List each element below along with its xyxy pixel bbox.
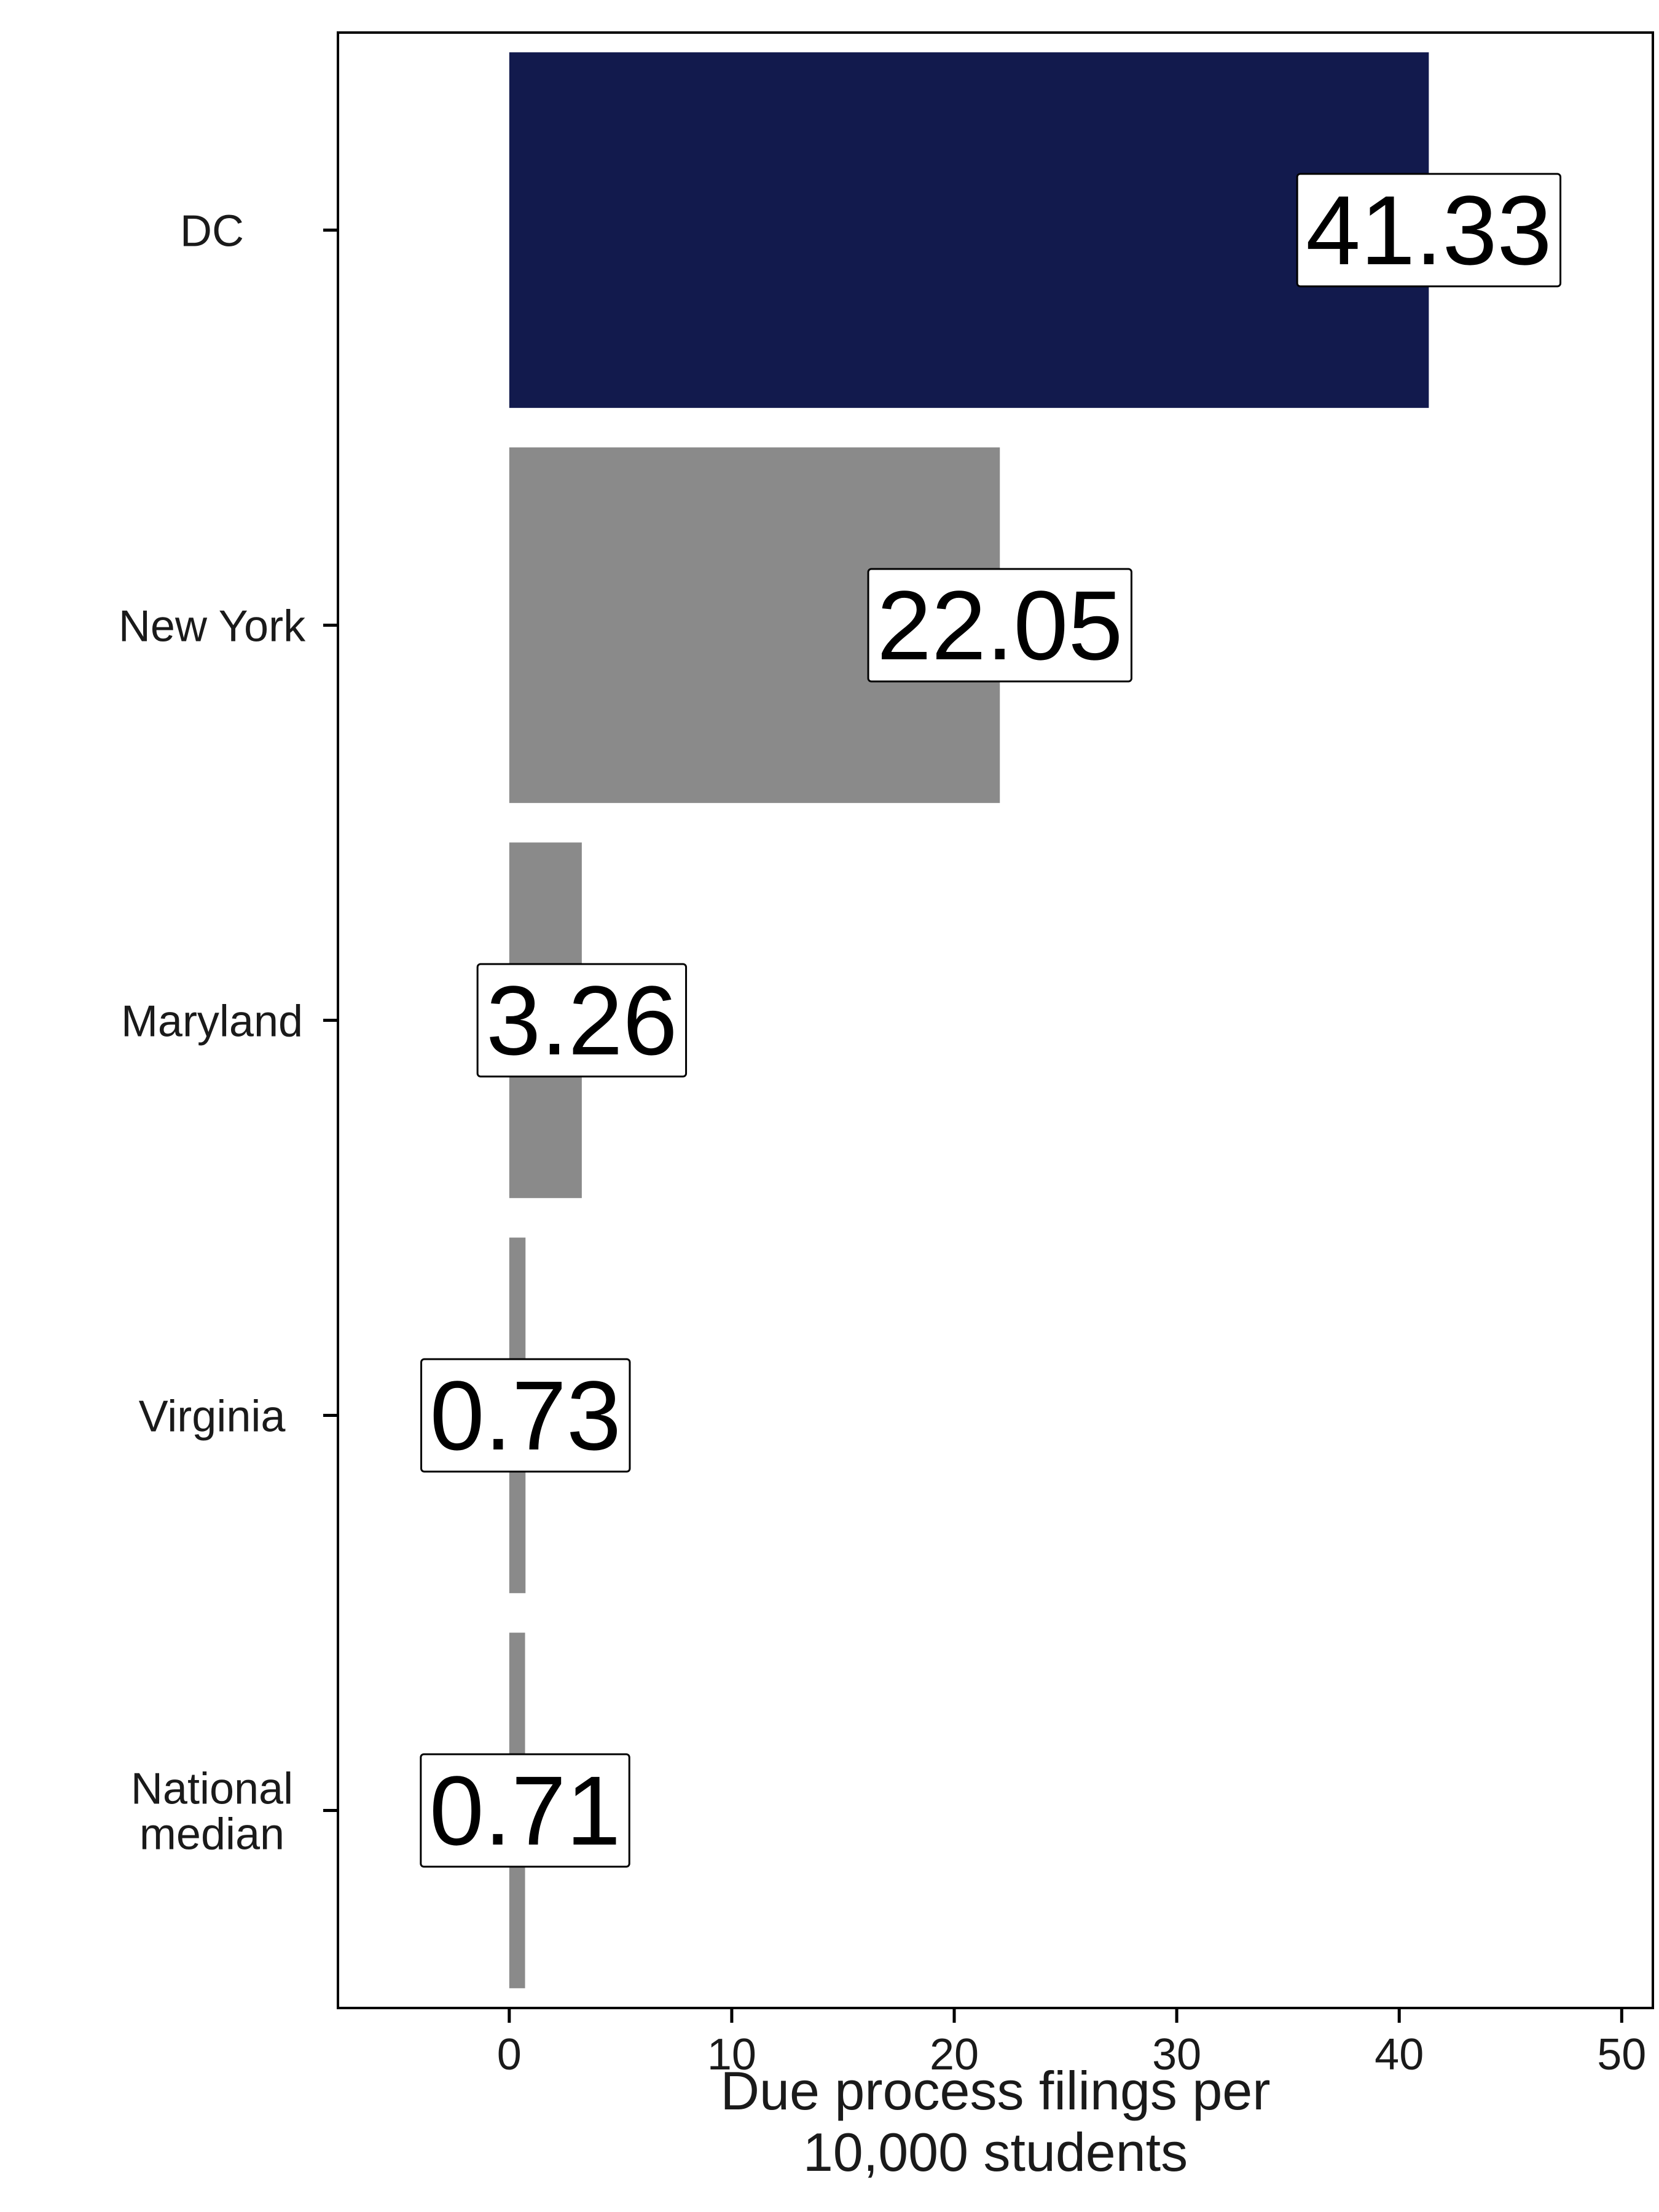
data-label: 0.73 [420,1358,631,1473]
x-tick-label: 0 [497,2030,522,2079]
category-label: New York [119,602,306,651]
x-axis-title: Due process filings per 10,000 students [720,2060,1270,2183]
bar [509,52,1429,408]
x-tick-label: 30 [1152,2030,1201,2079]
value-labels-group: 41.33 22.05 3.26 0.73 0.71 [420,173,1562,1868]
value-label: 41.33 [1306,175,1551,285]
value-label: 22.05 [877,570,1123,680]
data-label: 0.71 [420,1753,630,1868]
x-tick-label: 50 [1597,2030,1646,2079]
category-label: National median [131,1765,293,1859]
category-label: DC [180,207,244,256]
category-label: Virginia [139,1392,286,1441]
data-label: 41.33 [1296,173,1562,288]
y-axis: DC New York Maryland Virginia National median [119,207,338,1859]
x-axis: 0 10 20 30 40 50 [497,2008,1646,2079]
x-tick-label: 20 [930,2030,979,2079]
x-tick-label: 10 [707,2030,756,2079]
x-tick-label: 40 [1375,2030,1424,2079]
value-label: 0.71 [429,1755,621,1865]
value-label: 0.73 [430,1360,621,1470]
data-label: 3.26 [476,963,688,1078]
data-label: 22.05 [867,568,1132,683]
value-label: 3.26 [486,965,677,1075]
category-label: Maryland [121,997,303,1046]
